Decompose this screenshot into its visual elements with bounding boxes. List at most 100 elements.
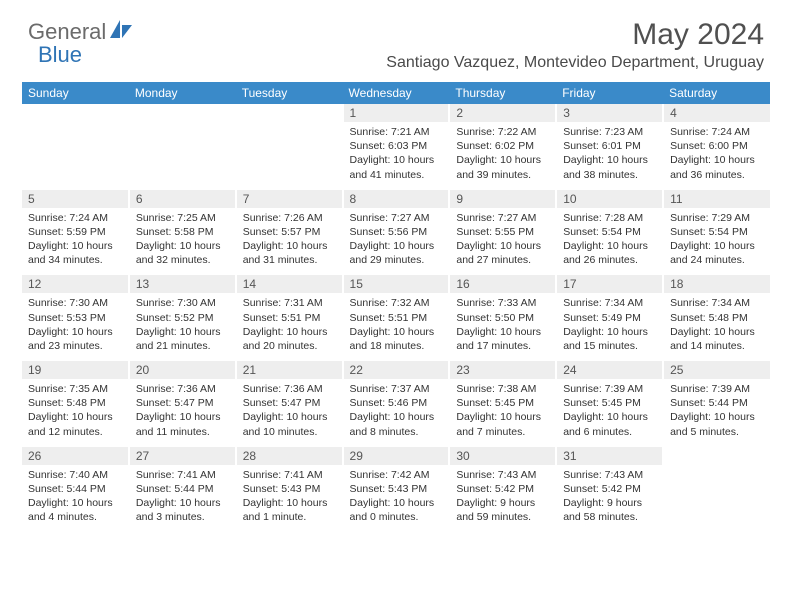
sunrise-line: Sunrise: 7:29 AM — [670, 212, 750, 224]
location: Santiago Vazquez, Montevideo Department,… — [386, 54, 764, 72]
day-number-cell — [663, 447, 770, 465]
day-content-cell: Sunrise: 7:36 AMSunset: 5:47 PMDaylight:… — [236, 379, 343, 447]
day-number-cell: 17 — [556, 275, 663, 293]
day-number-cell: 8 — [343, 190, 450, 208]
sunset-line: Sunset: 5:53 PM — [28, 312, 106, 324]
sunrise-line: Sunrise: 7:43 AM — [456, 469, 536, 481]
sunset-line: Sunset: 6:03 PM — [350, 140, 428, 152]
daylight-line: Daylight: 10 hours and 14 minutes. — [670, 326, 755, 352]
day-header-tuesday: Tuesday — [236, 82, 343, 104]
sunset-line: Sunset: 5:56 PM — [350, 226, 428, 238]
day-content-cell — [129, 122, 236, 190]
sunset-line: Sunset: 6:02 PM — [456, 140, 534, 152]
sunrise-line: Sunrise: 7:36 AM — [136, 383, 216, 395]
daylight-line: Daylight: 10 hours and 17 minutes. — [456, 326, 541, 352]
sunset-line: Sunset: 5:58 PM — [136, 226, 214, 238]
day-number-cell: 30 — [449, 447, 556, 465]
day-content-cell: Sunrise: 7:27 AMSunset: 5:56 PMDaylight:… — [343, 208, 450, 276]
sunset-line: Sunset: 6:01 PM — [563, 140, 641, 152]
daylight-line: Daylight: 10 hours and 24 minutes. — [670, 240, 755, 266]
day-header-sunday: Sunday — [22, 82, 129, 104]
day-content-cell: Sunrise: 7:25 AMSunset: 5:58 PMDaylight:… — [129, 208, 236, 276]
day-number-cell: 23 — [449, 361, 556, 379]
sunset-line: Sunset: 5:48 PM — [670, 312, 748, 324]
sunrise-line: Sunrise: 7:33 AM — [456, 297, 536, 309]
sunset-line: Sunset: 5:44 PM — [28, 483, 106, 495]
day-content-cell: Sunrise: 7:24 AMSunset: 5:59 PMDaylight:… — [22, 208, 129, 276]
daylight-line: Daylight: 10 hours and 39 minutes. — [456, 154, 541, 180]
sunset-line: Sunset: 5:46 PM — [350, 397, 428, 409]
sunset-line: Sunset: 5:52 PM — [136, 312, 214, 324]
sunset-line: Sunset: 5:48 PM — [28, 397, 106, 409]
daylight-line: Daylight: 10 hours and 7 minutes. — [456, 411, 541, 437]
sunset-line: Sunset: 5:42 PM — [563, 483, 641, 495]
week-3-daynum-row: 19202122232425 — [22, 361, 770, 379]
day-content-cell: Sunrise: 7:30 AMSunset: 5:52 PMDaylight:… — [129, 293, 236, 361]
daylight-line: Daylight: 10 hours and 12 minutes. — [28, 411, 113, 437]
day-number-cell: 26 — [22, 447, 129, 465]
sunrise-line: Sunrise: 7:39 AM — [670, 383, 750, 395]
day-content-cell: Sunrise: 7:36 AMSunset: 5:47 PMDaylight:… — [129, 379, 236, 447]
sunrise-line: Sunrise: 7:42 AM — [350, 469, 430, 481]
week-2-daynum-row: 12131415161718 — [22, 275, 770, 293]
logo: General — [28, 18, 136, 45]
day-number-cell: 18 — [663, 275, 770, 293]
daylight-line: Daylight: 10 hours and 36 minutes. — [670, 154, 755, 180]
day-header-thursday: Thursday — [449, 82, 556, 104]
week-0-content-row: Sunrise: 7:21 AMSunset: 6:03 PMDaylight:… — [22, 122, 770, 190]
day-number-cell: 11 — [663, 190, 770, 208]
day-number-cell: 3 — [556, 104, 663, 122]
sunset-line: Sunset: 5:43 PM — [350, 483, 428, 495]
sunset-line: Sunset: 5:55 PM — [456, 226, 534, 238]
sunset-line: Sunset: 5:42 PM — [456, 483, 534, 495]
day-number-cell — [236, 104, 343, 122]
daylight-line: Daylight: 10 hours and 31 minutes. — [243, 240, 328, 266]
day-number-cell: 2 — [449, 104, 556, 122]
day-content-cell: Sunrise: 7:30 AMSunset: 5:53 PMDaylight:… — [22, 293, 129, 361]
title-block: May 2024 Santiago Vazquez, Montevideo De… — [386, 18, 764, 72]
sunrise-line: Sunrise: 7:38 AM — [456, 383, 536, 395]
month-title: May 2024 — [386, 18, 764, 52]
day-number-cell: 20 — [129, 361, 236, 379]
day-content-cell: Sunrise: 7:41 AMSunset: 5:44 PMDaylight:… — [129, 465, 236, 533]
day-number-cell: 13 — [129, 275, 236, 293]
sunset-line: Sunset: 5:45 PM — [563, 397, 641, 409]
sunrise-line: Sunrise: 7:22 AM — [456, 126, 536, 138]
sunset-line: Sunset: 5:49 PM — [563, 312, 641, 324]
day-content-cell — [663, 465, 770, 533]
day-content-cell: Sunrise: 7:27 AMSunset: 5:55 PMDaylight:… — [449, 208, 556, 276]
day-content-cell: Sunrise: 7:28 AMSunset: 5:54 PMDaylight:… — [556, 208, 663, 276]
sunset-line: Sunset: 5:47 PM — [243, 397, 321, 409]
day-content-cell: Sunrise: 7:26 AMSunset: 5:57 PMDaylight:… — [236, 208, 343, 276]
week-4-content-row: Sunrise: 7:40 AMSunset: 5:44 PMDaylight:… — [22, 465, 770, 533]
day-header-wednesday: Wednesday — [343, 82, 450, 104]
daylight-line: Daylight: 10 hours and 20 minutes. — [243, 326, 328, 352]
sunrise-line: Sunrise: 7:36 AM — [243, 383, 323, 395]
sunset-line: Sunset: 5:44 PM — [670, 397, 748, 409]
sunrise-line: Sunrise: 7:32 AM — [350, 297, 430, 309]
sunrise-line: Sunrise: 7:34 AM — [563, 297, 643, 309]
daylight-line: Daylight: 10 hours and 23 minutes. — [28, 326, 113, 352]
daylight-line: Daylight: 10 hours and 15 minutes. — [563, 326, 648, 352]
day-header-row: SundayMondayTuesdayWednesdayThursdayFrid… — [22, 82, 770, 104]
week-2-content-row: Sunrise: 7:30 AMSunset: 5:53 PMDaylight:… — [22, 293, 770, 361]
daylight-line: Daylight: 10 hours and 3 minutes. — [136, 497, 221, 523]
sunrise-line: Sunrise: 7:24 AM — [670, 126, 750, 138]
day-content-cell: Sunrise: 7:34 AMSunset: 5:48 PMDaylight:… — [663, 293, 770, 361]
day-content-cell: Sunrise: 7:41 AMSunset: 5:43 PMDaylight:… — [236, 465, 343, 533]
day-number-cell: 6 — [129, 190, 236, 208]
sunset-line: Sunset: 5:47 PM — [136, 397, 214, 409]
day-content-cell: Sunrise: 7:43 AMSunset: 5:42 PMDaylight:… — [449, 465, 556, 533]
day-header-saturday: Saturday — [663, 82, 770, 104]
daylight-line: Daylight: 10 hours and 18 minutes. — [350, 326, 435, 352]
day-number-cell: 28 — [236, 447, 343, 465]
week-1-content-row: Sunrise: 7:24 AMSunset: 5:59 PMDaylight:… — [22, 208, 770, 276]
day-header-monday: Monday — [129, 82, 236, 104]
sunset-line: Sunset: 5:50 PM — [456, 312, 534, 324]
sunrise-line: Sunrise: 7:25 AM — [136, 212, 216, 224]
sunrise-line: Sunrise: 7:27 AM — [350, 212, 430, 224]
day-number-cell: 12 — [22, 275, 129, 293]
daylight-line: Daylight: 10 hours and 38 minutes. — [563, 154, 648, 180]
day-content-cell: Sunrise: 7:43 AMSunset: 5:42 PMDaylight:… — [556, 465, 663, 533]
day-number-cell: 15 — [343, 275, 450, 293]
